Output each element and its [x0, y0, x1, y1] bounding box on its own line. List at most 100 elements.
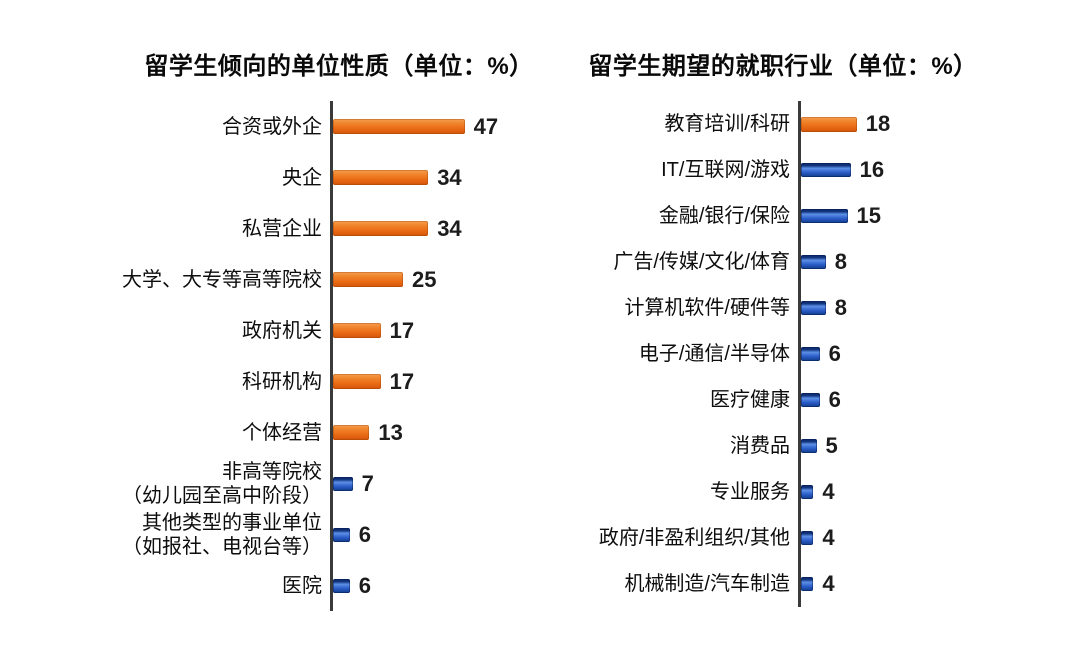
category-label: 消费品	[570, 423, 798, 469]
bar-track: 6	[798, 377, 996, 423]
bar-rows: 合资或外企 47 央企 34 私营企业 34 大学、大专等高等院校	[122, 101, 552, 611]
category-sublabel-text: （幼儿园至高中阶段）	[122, 484, 322, 507]
bar	[333, 476, 353, 491]
bar	[801, 255, 826, 269]
bar	[333, 527, 350, 542]
bar	[333, 221, 429, 236]
category-label: 其他类型的事业单位 （如报社、电视台等）	[122, 509, 330, 560]
chart-preferred-employer-type: 留学生倾向的单位性质（单位：%） 合资或外企 47 央企 34 私营企业 34	[122, 46, 552, 611]
bar-track: 13	[330, 407, 552, 458]
bar	[801, 163, 851, 177]
bar-row: 专业服务 4	[570, 469, 996, 515]
category-label-text: 政府/非盈利组织/其他	[598, 527, 790, 549]
category-label-text: 非高等院校	[222, 460, 322, 483]
bar-track: 8	[798, 285, 996, 331]
bar-row: 科研机构 17	[126, 356, 552, 407]
bar-row: 大学、大专等高等院校 25	[122, 254, 552, 305]
value-label: 17	[389, 368, 415, 394]
bar	[801, 393, 820, 407]
value-label: 34	[437, 164, 462, 190]
value-label: 4	[822, 571, 835, 596]
bar	[801, 301, 826, 315]
value-label: 25	[412, 266, 437, 292]
bar-track: 16	[798, 147, 996, 193]
value-label: 18	[865, 111, 891, 136]
bar	[801, 485, 814, 499]
value-label: 6	[828, 387, 841, 412]
bar-track: 34	[330, 203, 552, 254]
bar	[333, 272, 403, 287]
category-label-text: 合资或外企	[222, 115, 322, 138]
category-label: 大学、大专等高等院校	[122, 254, 330, 305]
bar-row: 个体经营 13	[126, 407, 552, 458]
category-label-text: 计算机软件/硬件等	[624, 297, 790, 319]
bar-track: 18	[798, 101, 996, 147]
bar-track: 5	[798, 423, 996, 469]
bar-row: 医疗健康 6	[570, 377, 996, 423]
category-label-text: 医疗健康	[710, 389, 790, 411]
chart-expected-industry: 留学生期望的就职行业（单位：%） 教育培训/科研 18 IT/互联网/游戏 16…	[570, 46, 996, 607]
bar	[333, 170, 429, 185]
bar	[801, 116, 857, 132]
bar-row: 政府机关 17	[126, 305, 552, 356]
category-label: 政府机关	[126, 305, 330, 356]
category-label-text: 政府机关	[242, 319, 322, 342]
bar	[801, 347, 820, 361]
category-label: 机械制造/汽车制造	[570, 561, 798, 607]
bar-row: 机械制造/汽车制造 4	[570, 561, 996, 607]
category-label-text: IT/互联网/游戏	[661, 159, 790, 181]
bar-row: 央企 34	[126, 152, 552, 203]
bar-track: 34	[330, 152, 552, 203]
category-label-text: 大学、大专等高等院校	[122, 268, 322, 291]
bar-track: 6	[330, 560, 552, 611]
category-label-text: 广告/传媒/文化/体育	[613, 251, 790, 273]
value-label: 4	[822, 479, 835, 504]
value-label: 17	[389, 317, 415, 343]
category-label-text: 专业服务	[710, 481, 790, 503]
value-label: 7	[361, 470, 374, 496]
category-label: 央企	[126, 152, 330, 203]
category-label: 教育培训/科研	[570, 101, 798, 147]
category-label: 个体经营	[126, 407, 330, 458]
category-label: 医疗健康	[570, 377, 798, 423]
bar-row: 政府/非盈利组织/其他 4	[570, 515, 996, 561]
bar-row: 计算机软件/硬件等 8	[570, 285, 996, 331]
bar-row: 消费品 5	[570, 423, 996, 469]
value-label: 8	[834, 249, 848, 274]
category-label: 电子/通信/半导体	[570, 331, 798, 377]
bar-row: 金融/银行/保险 15	[570, 193, 996, 239]
value-label: 5	[825, 433, 838, 458]
bar-row: 非高等院校 （幼儿园至高中阶段） 7	[122, 458, 552, 509]
bar	[333, 323, 381, 338]
category-label-text: 其他类型的事业单位	[142, 511, 322, 534]
bar-row: 电子/通信/半导体 6	[570, 331, 996, 377]
value-label: 15	[856, 203, 881, 228]
bar-track: 15	[798, 193, 996, 239]
bar	[801, 439, 817, 453]
category-label: 非高等院校 （幼儿园至高中阶段）	[122, 458, 330, 509]
value-label: 6	[358, 572, 372, 598]
bar-track: 4	[798, 469, 996, 515]
category-label-text: 消费品	[730, 435, 790, 457]
value-label: 4	[822, 525, 835, 550]
bar-track: 8	[798, 239, 996, 285]
category-label: 专业服务	[570, 469, 798, 515]
value-label: 16	[859, 157, 885, 182]
category-label-text: 科研机构	[242, 370, 322, 393]
category-label: IT/互联网/游戏	[570, 147, 798, 193]
bar	[333, 425, 370, 440]
bar-track: 25	[330, 254, 552, 305]
category-label-text: 机械制造/汽车制造	[624, 573, 790, 595]
bar-track: 4	[798, 561, 996, 607]
bar-track: 17	[330, 305, 552, 356]
bar-row: 广告/传媒/文化/体育 8	[570, 239, 996, 285]
value-label: 6	[828, 341, 841, 366]
category-label: 私营企业	[126, 203, 330, 254]
bar-track: 6	[330, 509, 552, 560]
category-label-text: 医院	[282, 574, 322, 597]
category-label: 医院	[126, 560, 330, 611]
bar	[333, 119, 465, 134]
bar-row: 合资或外企 47	[126, 101, 552, 152]
bar-track: 17	[330, 356, 552, 407]
